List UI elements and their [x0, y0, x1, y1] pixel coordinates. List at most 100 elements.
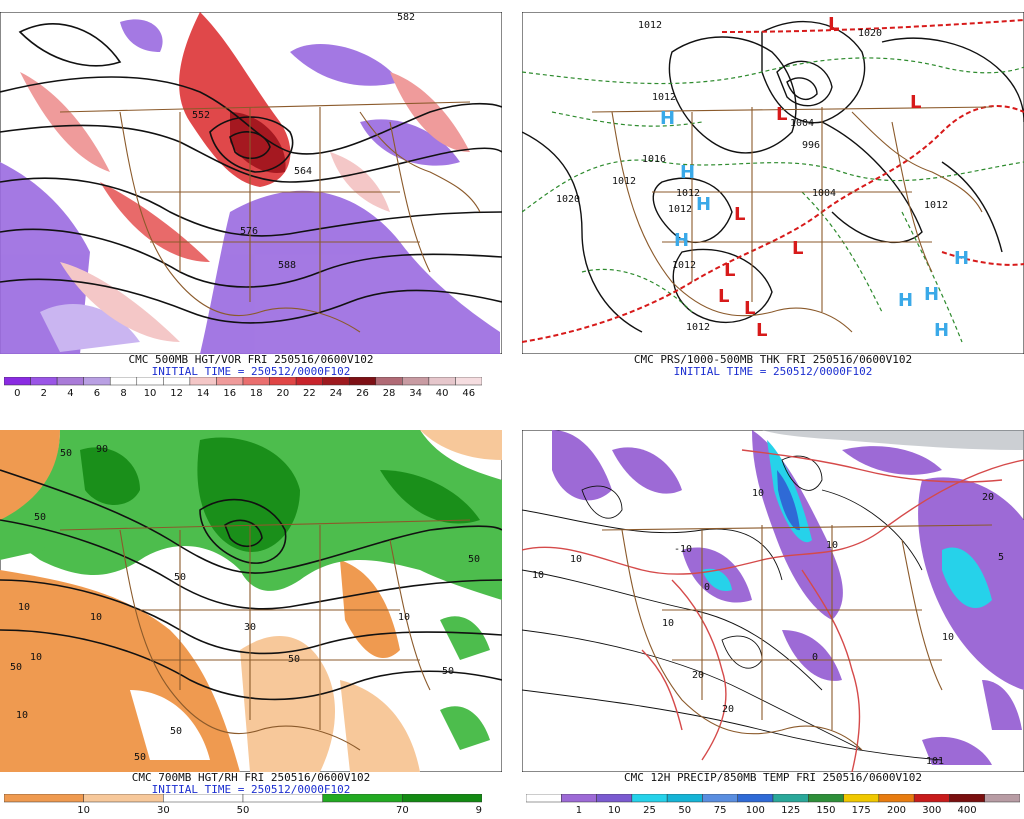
scale-swatch — [4, 377, 31, 386]
scale-label: 30 — [157, 805, 170, 816]
color-scale: 0 2 4 6 8 10 12 14 16 18 20 22 24 26 28 34 40 46 — [4, 377, 482, 407]
political-boundaries — [59, 519, 471, 751]
scale-swatch — [56, 377, 84, 386]
scale-label: 10 — [144, 388, 157, 399]
svg-text:20: 20 — [982, 492, 994, 503]
scale-label: 0 — [14, 388, 20, 399]
scale-label: 18 — [250, 388, 263, 399]
svg-text:0: 0 — [704, 582, 710, 593]
scale-swatch — [402, 794, 482, 803]
low-pressure-marker: L — [744, 298, 755, 319]
negative-vorticity-shading — [0, 19, 500, 354]
scale-swatch — [163, 794, 244, 803]
height-contours — [0, 469, 502, 701]
panel-title: CMC 700MB HGT/RH FRI 250516/0600V102 — [131, 771, 371, 784]
svg-text:50: 50 — [174, 572, 186, 583]
scale-label: 12 — [170, 388, 183, 399]
scale-label: 22 — [303, 388, 316, 399]
scale-swatch — [216, 377, 244, 386]
scale-swatch — [949, 794, 985, 803]
height-contours — [0, 23, 502, 324]
scale-label: 70 — [396, 805, 409, 816]
rh-700mb-map: 50 10 50 90 50 10 50 10 30 50 50 10 50 5… — [0, 430, 502, 772]
contour-labels: 1012 1012 1016 1012 1012 1020 1012 1012 … — [556, 20, 948, 333]
svg-text:996: 996 — [802, 140, 820, 151]
scale-label: 34 — [409, 388, 422, 399]
scale-label: 150 — [816, 805, 835, 816]
low-pressure-marker: L — [718, 286, 729, 307]
high-pressure-marker: H — [696, 194, 711, 215]
svg-text:50: 50 — [10, 662, 22, 673]
svg-text:50: 50 — [288, 654, 300, 665]
panel-title: CMC 500MB HGT/VOR FRI 250516/0600V102 — [128, 353, 374, 366]
contour-label: 552 — [192, 110, 210, 121]
scale-swatch — [526, 794, 562, 803]
low-pressure-marker: L — [776, 104, 787, 125]
precip-850mb-map: 10 10 10 0 20 10 10 20 -10 0 10 20 101 5 — [522, 430, 1024, 772]
scale-label: 1 — [576, 805, 582, 816]
contour-label: 582 — [397, 12, 415, 23]
svg-text:1020: 1020 — [858, 28, 882, 39]
svg-text:50: 50 — [34, 512, 46, 523]
scale-swatch — [295, 377, 323, 386]
thickness-lines — [522, 57, 1024, 343]
high-pressure-marker: H — [680, 162, 695, 183]
svg-text:50: 50 — [134, 752, 146, 763]
precip-850mb-panel: 10 10 10 0 20 10 10 20 -10 0 10 20 101 5… — [522, 430, 1024, 819]
scale-label: 125 — [781, 805, 800, 816]
svg-text:10: 10 — [398, 612, 410, 623]
svg-text:1012: 1012 — [924, 200, 948, 211]
scale-label: 10 — [608, 805, 621, 816]
scale-swatch — [163, 377, 191, 386]
contour-labels: 50 10 50 90 50 10 50 10 30 50 50 10 50 5… — [10, 444, 480, 763]
scale-swatch — [402, 377, 430, 386]
svg-text:1012: 1012 — [652, 92, 676, 103]
high-pressure-marker: H — [660, 108, 675, 129]
scale-swatch — [109, 377, 138, 386]
freezing-thickness-line — [522, 19, 1024, 343]
svg-text:10: 10 — [16, 710, 28, 721]
scale-label: 175 — [852, 805, 871, 816]
svg-text:90: 90 — [96, 444, 108, 455]
scale-swatch — [843, 794, 880, 803]
political-boundaries — [59, 101, 481, 333]
scale-swatch — [242, 794, 323, 803]
scale-label: 50 — [237, 805, 250, 816]
color-scale: 10 30 50 70 90 — [4, 794, 482, 818]
scale-swatch — [189, 377, 217, 386]
svg-text:1012: 1012 — [676, 188, 700, 199]
initial-time: INITIAL TIME = 250512/0000F102 — [151, 365, 351, 378]
svg-text:10: 10 — [90, 612, 102, 623]
panel-caption: CMC 12H PRECIP/850MB TEMP FRI 250516/060… — [522, 772, 1024, 784]
scale-label: 100 — [746, 805, 765, 816]
contour-labels: 10 10 10 0 20 10 10 20 -10 0 10 20 101 5 — [532, 488, 1004, 767]
high-pressure-marker: H — [674, 230, 689, 251]
contour-label: 564 — [294, 166, 312, 177]
scale-label: 8 — [120, 388, 126, 399]
svg-text:10: 10 — [942, 632, 954, 643]
high-pressure-marker: H — [924, 284, 939, 305]
color-scale: 1 10 25 50 75 100 125 150 175 200 300 400 — [526, 794, 1020, 818]
scale-swatch — [737, 794, 774, 803]
scale-swatch — [83, 794, 164, 803]
low-pressure-marker: L — [724, 260, 735, 281]
scale-swatch — [984, 794, 1020, 803]
svg-text:30: 30 — [244, 622, 256, 633]
scale-label: 25 — [643, 805, 656, 816]
vort-500mb-panel: 552 564 576 588 582 CMC 500MB HGT/VOR FR… — [0, 12, 502, 399]
vort-500mb-map: 552 564 576 588 582 — [0, 12, 502, 354]
scale-label: 16 — [223, 388, 236, 399]
panel-title: CMC PRS/1000-500MB THK FRI 250516/0600V1… — [633, 353, 913, 366]
svg-text:-10: -10 — [674, 544, 692, 555]
svg-text:50: 50 — [170, 726, 182, 737]
scale-label: 90 — [476, 805, 482, 816]
initial-time: INITIAL TIME = 250512/0000F102 — [673, 365, 873, 378]
panel-caption: CMC PRS/1000-500MB THK FRI 250516/0600V1… — [522, 354, 1024, 378]
scale-swatch — [242, 377, 270, 386]
scale-swatch — [428, 377, 456, 386]
scale-label: 50 — [678, 805, 691, 816]
svg-text:0: 0 — [812, 652, 818, 663]
scale-swatch — [561, 794, 597, 803]
precip-shading — [552, 430, 1024, 765]
scale-swatch — [136, 377, 164, 386]
